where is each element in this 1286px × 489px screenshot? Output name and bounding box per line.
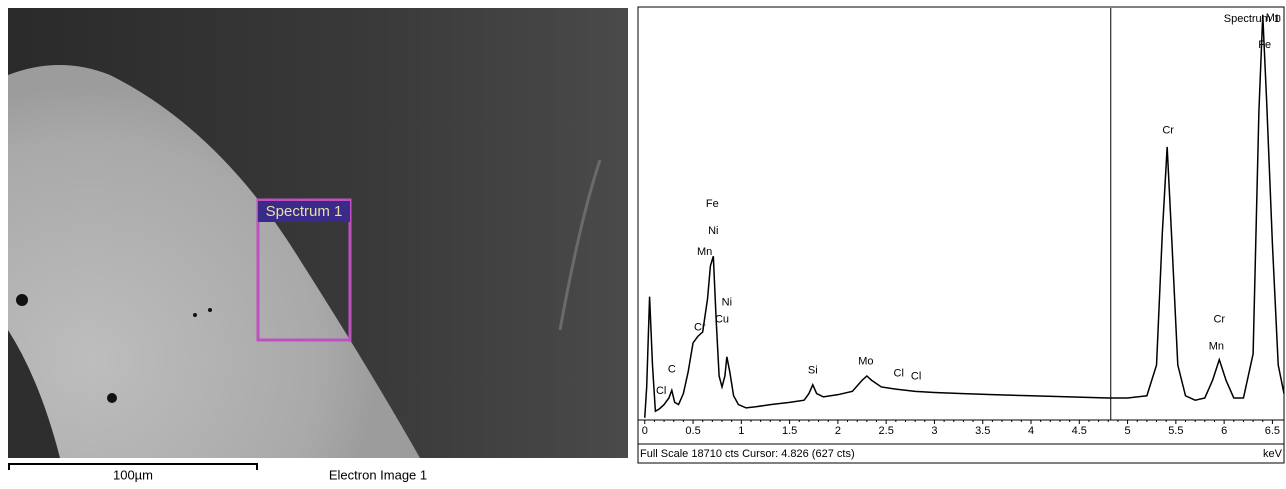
x-tick-label: 6.5 [1265,425,1280,437]
x-tick-label: 0.5 [685,425,700,437]
region-label: Spectrum 1 [266,203,343,220]
x-tick-label: 6 [1221,425,1227,437]
x-tick-label: 5 [1125,425,1131,437]
peak-label: Cl [894,368,904,380]
footer: Full Scale 18710 cts Cursor: 4.826 (627 … [640,448,855,460]
peak-label: Ni [722,296,732,308]
peak-label: Cl [656,385,666,397]
x-tick-label: 1.5 [782,425,797,437]
spectrum-line [644,14,1285,418]
x-tick-label: 4.5 [1072,425,1087,437]
peak-label: Cu [715,313,729,325]
image-caption: Electron Image 1 [329,467,427,482]
peak-label: Mn [1266,12,1281,24]
x-tick-label: 2.5 [879,425,894,437]
scale-bar-label: 100µm [113,467,153,482]
x-axis-label: keV [1263,448,1283,460]
peak-label: Cr [694,321,706,333]
x-tick-label: 2 [835,425,841,437]
x-tick-label: 1 [738,425,744,437]
peak-label: Ni [708,225,718,237]
peak-label: Mn [697,246,712,258]
x-tick-label: 3 [931,425,937,437]
peak-label: Fe [1258,39,1271,51]
peak-label: Cr [1213,313,1225,325]
x-tick-label: 4 [1028,425,1034,437]
peak-label: C [668,364,676,376]
x-tick-label: 0 [642,425,648,437]
peak-label: Mn [1209,341,1224,353]
x-tick-label: 5.5 [1168,425,1183,437]
peak-label: Cl [911,371,921,383]
peak-label: Mo [858,356,873,368]
peak-label: Fe [706,198,719,210]
x-tick-label: 3.5 [975,425,990,437]
series-label: Spectrum 1 [1224,13,1280,25]
peak-label: Cr [1162,125,1174,137]
peak-label: Si [808,365,818,377]
electron-image: Spectrum 1 [8,8,628,458]
